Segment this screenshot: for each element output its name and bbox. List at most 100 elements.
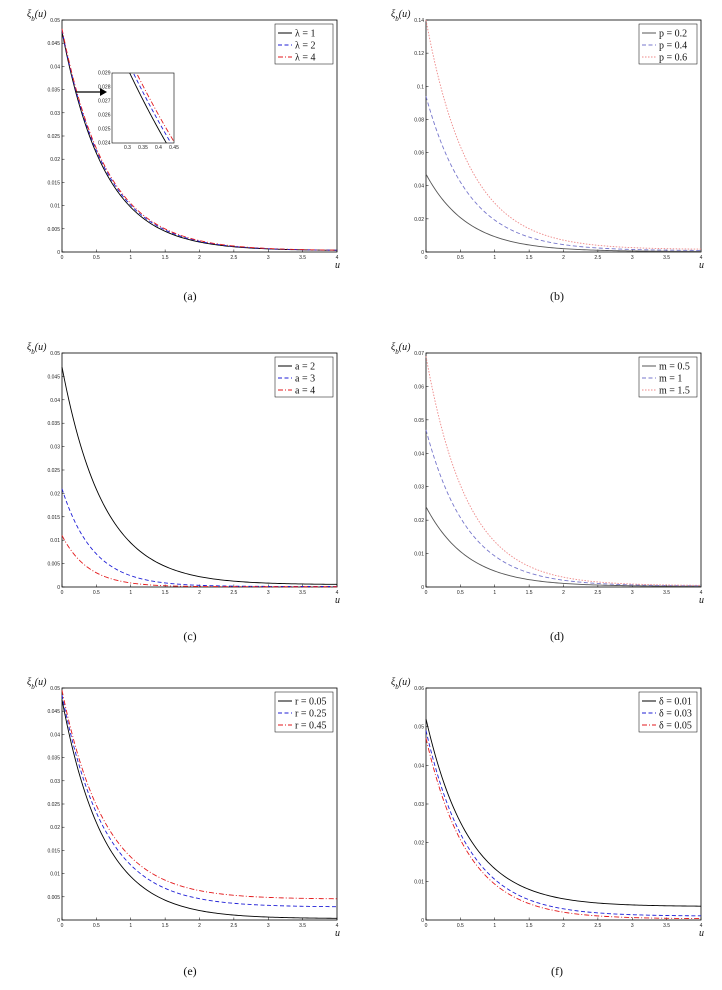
inset-x-tick-label: 0.4 — [155, 145, 162, 151]
x-tick-label: 0 — [61, 255, 64, 261]
inset-arrow-head — [100, 88, 107, 96]
y-tick-label: 0.005 — [47, 895, 60, 901]
series-line-2 — [425, 356, 702, 586]
x-tick-label: 1 — [493, 255, 496, 261]
inset-plot: 0.3 0.35 0.4 0.45 0.024 0.025 0.026 0.027 0.028 0… — [76, 71, 179, 151]
panel-caption: (a) — [183, 289, 196, 303]
legend-box — [638, 691, 698, 733]
y-tick-label: 0.04 — [414, 184, 424, 190]
x-tick-label: 1.5 — [162, 255, 169, 261]
x-tick-label: 1 — [493, 590, 496, 596]
y-tick-label: 0.03 — [414, 802, 424, 808]
x-tick-label: 3 — [631, 255, 634, 261]
series-line-0 — [425, 718, 702, 907]
legend: r = 0.05r = 0.25r = 0.45 — [274, 691, 334, 733]
y-tick-label: 0 — [421, 250, 424, 256]
chart-panel-5: 0 0.5 1 1.5 2 2.5 3 3.5 4 0 0.01 0.02 0.03 0.04 0.05 0.… — [391, 677, 704, 978]
x-tick-label: 3.5 — [299, 590, 306, 596]
y-tick-label: 0.12 — [414, 51, 424, 57]
x-tick-label: 0 — [425, 590, 428, 596]
inset-y-tick-label: 0.029 — [98, 71, 111, 77]
y-tick-label: 0 — [57, 250, 60, 256]
series-line-0 — [425, 173, 702, 252]
inset-frame — [111, 72, 175, 144]
x-tick-label: 0.5 — [93, 923, 100, 929]
x-axis-label: u — [335, 928, 340, 939]
x-tick-label: 1 — [493, 923, 496, 929]
x-tick-label: 0.5 — [457, 923, 464, 929]
x-tick-label: 0.5 — [457, 590, 464, 596]
series-line-2 — [61, 28, 338, 251]
inset-x-tick-label: 0.45 — [169, 145, 179, 151]
legend: p = 0.2p = 0.4p = 0.6 — [638, 23, 698, 65]
y-tick-label: 0.025 — [47, 468, 60, 474]
y-tick-label: 0.02 — [50, 825, 60, 831]
y-tick-label: 0.07 — [414, 351, 424, 357]
legend-entry: λ = 4 — [295, 53, 316, 64]
y-tick-label: 0.05 — [50, 351, 60, 357]
y-tick-label: 0.015 — [47, 180, 60, 186]
x-tick-label: 1 — [129, 590, 132, 596]
legend-entry: r = 0.25 — [295, 709, 326, 720]
x-tick-label: 0.5 — [93, 590, 100, 596]
y-tick-label: 0 — [421, 918, 424, 924]
x-tick-label: 0 — [61, 590, 64, 596]
y-axis-label: ξb(u) — [27, 9, 47, 23]
x-tick-label: 0.5 — [457, 255, 464, 261]
x-tick-label: 3.5 — [663, 255, 670, 261]
series-line-1 — [61, 694, 338, 908]
y-tick-label: 0.005 — [47, 562, 60, 568]
inset-x-tick-label: 0.3 — [124, 145, 131, 151]
x-tick-label: 2 — [562, 590, 565, 596]
inset-x-tick-label: 0.35 — [138, 145, 148, 151]
y-tick-label: 0.05 — [50, 18, 60, 24]
inset-series-line-0 — [129, 73, 167, 143]
x-tick-label: 2.5 — [230, 923, 237, 929]
panel-caption: (b) — [550, 289, 564, 303]
x-tick-label: 1 — [129, 255, 132, 261]
x-tick-label: 4 — [336, 590, 339, 596]
legend-entry: p = 0.4 — [659, 41, 687, 52]
y-tick-label: 0.04 — [50, 64, 60, 70]
inset-y-tick-label: 0.026 — [98, 113, 111, 119]
x-tick-label: 1 — [129, 923, 132, 929]
x-tick-label: 0 — [425, 255, 428, 261]
y-tick-label: 0.06 — [414, 151, 424, 157]
x-tick-label: 2 — [198, 590, 201, 596]
x-tick-label: 4 — [336, 255, 339, 261]
series-line-1 — [425, 429, 702, 587]
legend-entry: m = 1 — [659, 374, 682, 385]
x-axis-label: u — [699, 928, 704, 939]
x-tick-label: 2 — [562, 255, 565, 261]
y-tick-label: 0.04 — [414, 451, 424, 457]
y-tick-label: 0.03 — [414, 485, 424, 491]
x-tick-label: 2 — [198, 923, 201, 929]
inset-y-tick-label: 0.027 — [98, 99, 111, 105]
y-tick-label: 0.025 — [47, 802, 60, 808]
panel-caption: (f) — [551, 964, 563, 978]
y-axis-label: ξb(u) — [391, 9, 411, 23]
y-tick-label: 0 — [57, 918, 60, 924]
series-line-1 — [425, 730, 702, 917]
inset-series-line-1 — [132, 73, 172, 143]
y-tick-label: 0.02 — [50, 491, 60, 497]
x-tick-label: 2 — [562, 923, 565, 929]
x-tick-label: 3.5 — [663, 923, 670, 929]
y-tick-label: 0.01 — [50, 538, 60, 544]
y-axis-label: ξb(u) — [391, 342, 411, 356]
y-tick-label: 0 — [57, 585, 60, 591]
x-tick-label: 2.5 — [594, 923, 601, 929]
x-tick-label: 2.5 — [230, 590, 237, 596]
x-axis-label: u — [699, 260, 704, 271]
panel-caption: (d) — [550, 629, 564, 643]
legend-box — [274, 691, 334, 733]
y-tick-label: 0.01 — [50, 872, 60, 878]
panel-caption: (e) — [183, 964, 196, 978]
legend-entry: r = 0.05 — [295, 697, 326, 708]
x-tick-label: 3 — [631, 923, 634, 929]
y-tick-label: 0 — [421, 585, 424, 591]
legend: δ = 0.01δ = 0.03δ = 0.05 — [638, 691, 698, 733]
inset-series-line-2 — [136, 73, 174, 142]
x-tick-label: 2.5 — [594, 255, 601, 261]
legend-entry: r = 0.45 — [295, 721, 326, 732]
